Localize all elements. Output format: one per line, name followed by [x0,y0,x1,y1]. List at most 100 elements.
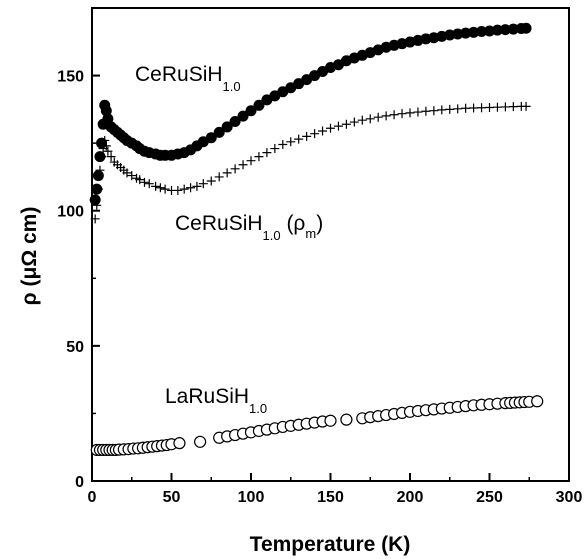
data-point [324,414,337,427]
data-point [484,25,495,37]
data-point [365,114,375,124]
data-point [318,126,328,136]
data-point [429,106,439,116]
x-tick-label: 300 [556,489,583,506]
data-point [230,164,240,174]
annotation-ceruSih-magnetic: CeRuSiH1.0 (ρm) [175,212,323,243]
data-point [499,24,511,36]
data-point [492,102,502,112]
tick-labels: 0 50 100 150 200 250 300 0 50 100 150 [57,69,582,506]
data-point [531,395,544,408]
data-point [93,184,103,194]
y-tick-label: 100 [57,204,84,221]
data-point [469,103,479,113]
data-point [460,27,472,39]
data-point [405,108,415,118]
data-point [214,172,224,182]
data-point [186,183,196,193]
data-point [373,112,383,122]
data-point [246,156,256,166]
data-point [237,110,249,122]
data-point [421,106,431,116]
data-point [468,26,480,38]
data-point [286,137,296,147]
data-point [437,105,447,115]
data-point [254,152,264,162]
data-point [221,121,233,133]
data-point [389,110,399,120]
data-point [179,184,189,194]
data-point [151,181,161,191]
data-point [222,168,232,178]
data-point [397,109,407,119]
data-point [100,135,110,145]
annotation-ceruSih-total: CeRuSiH1.0 [135,63,241,94]
data-point [92,170,104,182]
data-point [213,126,225,138]
data-point [485,102,494,112]
x-tick-label: 250 [476,489,503,506]
data-point [445,104,455,114]
series-2 [90,395,544,457]
y-tick-label: 0 [75,474,84,491]
data-point [326,123,335,133]
x-tick-label: 150 [317,489,344,506]
data-point [139,177,149,187]
data-point [173,437,186,450]
series-1 [90,101,531,224]
annotation-laruSih: LaRuSiH1.0 [165,385,267,416]
data-point [294,134,304,144]
data-point [144,179,154,189]
data-point [302,131,312,141]
data-point [452,28,464,40]
y-tick-label: 50 [66,339,84,356]
y-tick-label: 150 [57,69,84,86]
data-point [206,176,216,186]
data-point [340,413,353,426]
x-tick-label: 50 [163,489,181,506]
data-point [476,26,488,38]
data-point [95,165,105,175]
data-point [96,137,108,149]
data-point [173,185,183,195]
data-point [155,183,165,193]
data-point [101,141,111,151]
data-point [520,22,532,34]
data-point [413,107,423,117]
x-tick-label: 200 [397,489,424,506]
x-tick-label: 100 [238,489,265,506]
y-axis-title: ρ (μΩ cm) [18,207,41,306]
data-point [238,160,248,170]
data-point [500,102,510,112]
axis-ticks [91,7,570,482]
data-point [381,111,391,121]
x-axis-title: Temperature (K) [250,533,411,556]
data-point [192,181,202,191]
data-point [477,103,487,113]
data-point [198,179,208,189]
data-point [194,435,207,448]
data-point [270,144,280,154]
data-point [253,99,265,111]
data-point [341,119,351,129]
data-point [103,146,113,156]
data-point [508,102,518,112]
data-point [90,214,100,224]
data-point [106,152,116,162]
data-point [92,200,102,210]
data-point [229,116,241,128]
data-point [245,105,257,117]
data-point [349,117,359,127]
data-point [278,139,288,149]
data-point [160,184,170,194]
data-point [89,194,101,206]
series-0 [89,22,532,206]
data-point [521,101,531,111]
data-point [135,175,145,185]
data-point [97,152,107,162]
x-tick-label: 0 [88,489,97,506]
data-point [333,121,343,131]
data-point [357,115,367,125]
series-layer [89,22,544,457]
